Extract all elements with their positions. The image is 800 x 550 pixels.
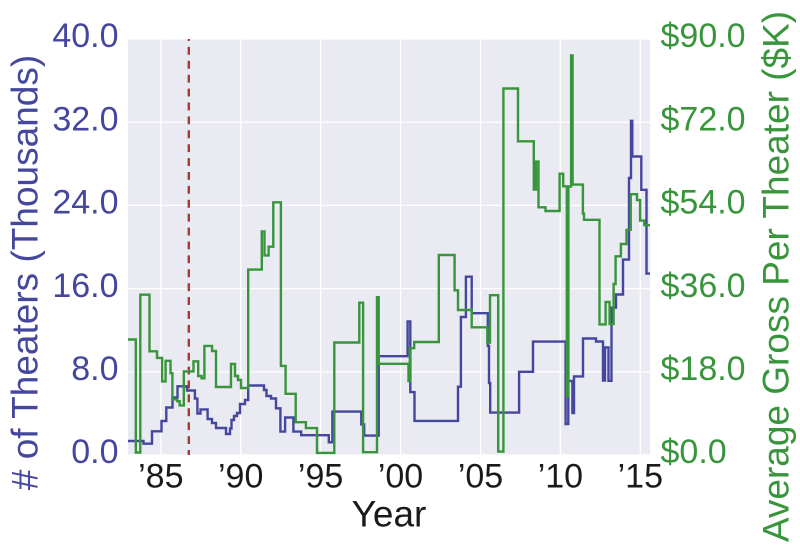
svg-text:’15: ’15 bbox=[618, 457, 663, 495]
svg-text:Year: Year bbox=[352, 494, 427, 535]
svg-text:0.0: 0.0 bbox=[71, 433, 118, 471]
svg-text:$72.0: $72.0 bbox=[661, 100, 746, 138]
svg-text:# of Theaters (Thousands): # of Theaters (Thousands) bbox=[5, 55, 46, 490]
svg-text:$90.0: $90.0 bbox=[661, 17, 746, 55]
svg-text:40.0: 40.0 bbox=[52, 17, 118, 55]
svg-text:$36.0: $36.0 bbox=[661, 267, 746, 305]
svg-text:’05: ’05 bbox=[458, 457, 503, 495]
svg-text:$0.0: $0.0 bbox=[661, 433, 727, 471]
svg-text:’10: ’10 bbox=[538, 457, 583, 495]
svg-text:$18.0: $18.0 bbox=[661, 350, 746, 388]
svg-text:’85: ’85 bbox=[138, 457, 183, 495]
svg-text:Average Gross Per Theater ($K): Average Gross Per Theater ($K) bbox=[756, 11, 797, 542]
svg-text:24.0: 24.0 bbox=[52, 184, 118, 222]
svg-text:’00: ’00 bbox=[378, 457, 423, 495]
svg-text:’90: ’90 bbox=[218, 457, 263, 495]
svg-text:32.0: 32.0 bbox=[52, 100, 118, 138]
svg-text:’95: ’95 bbox=[298, 457, 343, 495]
svg-text:$54.0: $54.0 bbox=[661, 184, 746, 222]
svg-text:16.0: 16.0 bbox=[52, 267, 118, 305]
svg-text:8.0: 8.0 bbox=[71, 350, 118, 388]
